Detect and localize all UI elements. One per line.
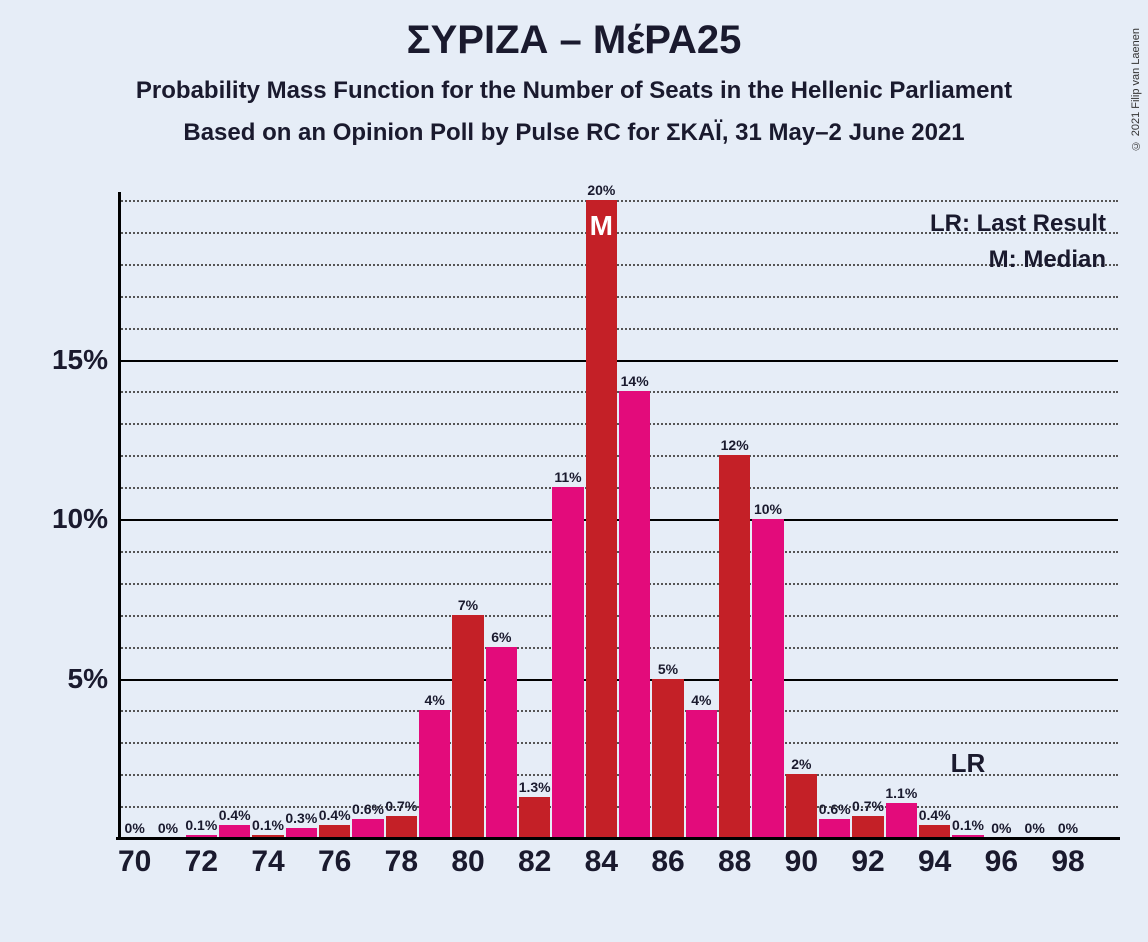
x-tick-label: 72 [185, 845, 218, 879]
grid-minor [118, 328, 1118, 330]
x-tick-label: 80 [451, 845, 484, 879]
grid-minor [118, 806, 1118, 808]
chart-subtitle-2: Based on an Opinion Poll by Pulse RC for… [0, 119, 1148, 147]
bar-value-label: 20% [587, 182, 615, 198]
grid-minor [118, 615, 1118, 617]
x-tick-label: 90 [785, 845, 818, 879]
x-tick-label: 86 [651, 845, 684, 879]
x-tick-label: 76 [318, 845, 351, 879]
median-marker: M [590, 210, 613, 242]
x-tick-label: 94 [918, 845, 951, 879]
grid-minor [118, 200, 1118, 202]
bar [486, 647, 517, 838]
x-tick-label: 92 [851, 845, 884, 879]
grid-minor [118, 423, 1118, 425]
x-tick-label: 82 [518, 845, 551, 879]
bar-value-label: 0.4% [219, 807, 251, 823]
bar-value-label: 0.1% [952, 817, 984, 833]
bar [452, 615, 483, 838]
bar-value-label: 5% [658, 661, 678, 677]
lr-marker: LR [951, 748, 986, 779]
bar-value-label: 0% [1025, 820, 1045, 836]
legend-m: M: Median [989, 246, 1106, 274]
bar [386, 816, 417, 838]
bar [619, 391, 650, 838]
x-axis-line [116, 837, 1120, 840]
bar-value-label: 11% [554, 469, 581, 485]
grid-minor [118, 551, 1118, 553]
grid-major [118, 360, 1118, 362]
grid-minor [118, 264, 1118, 266]
legend-lr: LR: Last Result [930, 210, 1106, 238]
bar [719, 455, 750, 838]
x-tick-label: 78 [385, 845, 418, 879]
bar [519, 797, 550, 838]
grid-minor [118, 742, 1118, 744]
x-tick-label: 74 [251, 845, 284, 879]
bar [752, 519, 783, 838]
bar-value-label: 0.7% [385, 798, 417, 814]
bar-value-label: 4% [691, 692, 711, 708]
bar-value-label: 14% [621, 373, 649, 389]
bar-value-label: 0.7% [852, 798, 884, 814]
bar-value-label: 0% [158, 820, 178, 836]
grid-minor [118, 710, 1118, 712]
grid-minor [118, 455, 1118, 457]
x-tick-label: 96 [985, 845, 1018, 879]
bar-value-label: 4% [425, 692, 445, 708]
bar [886, 803, 917, 838]
bar [786, 774, 817, 838]
bar-value-label: 1.3% [519, 779, 551, 795]
bar [419, 710, 450, 838]
y-tick-label: 5% [68, 663, 108, 695]
bar-value-label: 0.1% [185, 817, 217, 833]
bar-value-label: 7% [458, 597, 478, 613]
grid-minor [118, 391, 1118, 393]
bar-value-label: 6% [491, 629, 511, 645]
y-tick-label: 10% [52, 503, 108, 535]
bar [819, 819, 850, 838]
bar [852, 816, 883, 838]
bar [552, 487, 583, 838]
bar-value-label: 0.4% [319, 807, 351, 823]
x-tick-label: 70 [118, 845, 151, 879]
bar-value-label: 0% [1058, 820, 1078, 836]
bar-value-label: 12% [721, 437, 749, 453]
y-axis-line [118, 192, 121, 838]
bar-value-label: 0.3% [285, 810, 317, 826]
bar-value-label: 0% [991, 820, 1011, 836]
chart-plot-area: 0%0%0.1%0.4%0.1%0.3%0.4%0.6%0.7%4%7%6%1.… [118, 200, 1118, 838]
x-tick-label: 88 [718, 845, 751, 879]
grid-minor [118, 583, 1118, 585]
bar-value-label: 0.6% [819, 801, 851, 817]
grid-major [118, 519, 1118, 521]
bar-value-label: 0.1% [252, 817, 284, 833]
bar [652, 679, 683, 839]
bar-value-label: 2% [791, 756, 811, 772]
bar [586, 200, 617, 838]
grid-major [118, 679, 1118, 681]
x-tick-label: 98 [1051, 845, 1084, 879]
bar-value-label: 1.1% [885, 785, 917, 801]
x-tick-label: 84 [585, 845, 618, 879]
bar [686, 710, 717, 838]
bar-value-label: 0.6% [352, 801, 384, 817]
bar-value-label: 10% [754, 501, 782, 517]
grid-minor [118, 487, 1118, 489]
copyright-text: © 2021 Filip van Laenen [1130, 28, 1142, 151]
bar [352, 819, 383, 838]
grid-minor [118, 296, 1118, 298]
y-tick-label: 15% [52, 344, 108, 376]
bar-value-label: 0% [125, 820, 145, 836]
chart-subtitle-1: Probability Mass Function for the Number… [0, 77, 1148, 105]
grid-minor [118, 647, 1118, 649]
bar-value-label: 0.4% [919, 807, 951, 823]
chart-title: ΣΥΡΙΖΑ – ΜέΡΑ25 [0, 18, 1148, 63]
